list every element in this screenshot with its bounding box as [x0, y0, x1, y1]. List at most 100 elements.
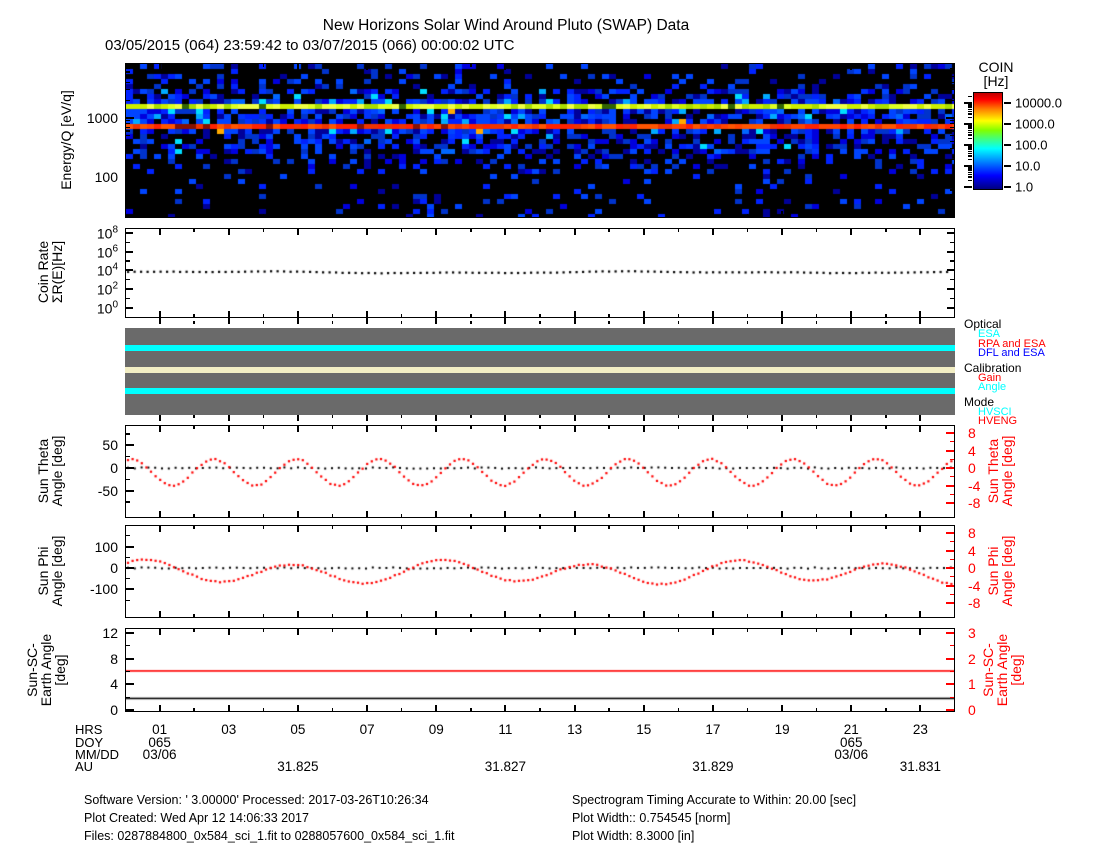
colorbar-gradient: [973, 92, 1003, 190]
axis-tick: [850, 705, 853, 711]
axis-tick: [885, 64, 887, 67]
y-tick-label: 0: [110, 460, 118, 476]
axis-tick: [366, 705, 369, 711]
axis-tick: [608, 415, 610, 418]
page-title: New Horizons Solar Wind Around Pluto (SW…: [322, 17, 690, 34]
axis-tick: [539, 426, 541, 429]
axis-tick: [400, 415, 403, 418]
axis-tick: [296, 64, 299, 70]
axis-tick: [296, 211, 299, 217]
axis-tick: [746, 614, 749, 617]
axis-tick: [331, 708, 334, 711]
axis-tick: [227, 64, 230, 70]
axis-tick: [950, 298, 954, 300]
axis-tick: [885, 314, 887, 317]
axis-tick: [262, 629, 265, 632]
axis-tick: [919, 229, 922, 235]
axis-tick: [366, 629, 369, 635]
axis-tick: [642, 415, 645, 421]
axis-tick: [126, 545, 134, 548]
hrs-tick-label: 19: [774, 722, 790, 737]
au-row-label: AU: [75, 759, 94, 774]
axis-tick: [126, 645, 130, 647]
axis-tick: [677, 314, 680, 317]
axis-tick: [126, 158, 130, 160]
y-tick-label: 12: [102, 624, 118, 641]
colorbar-tick-label: 1000.0: [1015, 116, 1055, 132]
axis-tick: [946, 432, 954, 434]
axis-tick: [296, 705, 299, 711]
axis-tick: [950, 99, 954, 101]
axis-tick: [919, 611, 922, 617]
axis-tick: [711, 611, 714, 617]
axis-tick: [815, 426, 818, 429]
axis-tick: [539, 514, 541, 517]
axis-tick: [968, 150, 972, 152]
axis-tick: [126, 148, 130, 150]
axis-tick: [504, 64, 507, 70]
axis-tick: [193, 321, 195, 324]
files-text: Files: 0287884800_0x584_sci_1.fit to 028…: [84, 829, 455, 843]
axis-tick: [677, 229, 680, 232]
axis-tick: [126, 456, 130, 458]
axis-tick: [126, 140, 130, 143]
axis-tick: [947, 231, 954, 234]
axis-tick: [781, 611, 784, 617]
axis-tick: [400, 214, 403, 217]
y-tick-label: 104: [96, 262, 118, 279]
axis-tick: [968, 149, 972, 151]
axis-tick: [126, 696, 130, 698]
axis-tick: [504, 705, 507, 711]
y-tick-label: 0: [968, 702, 976, 718]
axis-tick: [126, 269, 133, 272]
y-tick-label: 3: [968, 624, 976, 641]
axis-tick: [366, 64, 369, 70]
axis-tick: [968, 180, 972, 182]
axis-tick: [331, 321, 334, 324]
axis-tick: [946, 683, 954, 686]
axis-tick: [158, 611, 161, 617]
axis-tick: [435, 318, 438, 324]
status-stripe-calibration-active: [125, 366, 955, 373]
axis-tick: [850, 211, 853, 217]
timing-accuracy-text: Spectrogram Timing Accurate to Within: 2…: [572, 793, 857, 807]
axis-tick: [919, 629, 922, 635]
axis-tick: [919, 64, 922, 70]
doy-tick-label: 065: [839, 735, 863, 750]
axis-tick: [126, 631, 134, 634]
axis-tick: [331, 629, 334, 632]
au-tick-label: 31.831: [899, 759, 942, 774]
axis-tick: [400, 629, 403, 632]
axis-tick: [677, 415, 680, 418]
hrs-tick-label: 17: [705, 722, 721, 737]
axis-tick: [126, 535, 130, 537]
axis-tick: [642, 526, 645, 532]
y-tick-label: -8: [968, 595, 981, 611]
axis-tick: [608, 708, 610, 711]
axis-tick: [126, 260, 130, 262]
axis-tick: [435, 629, 438, 635]
sun-theta-right-axis-label: Sun Theta Angle [deg]: [985, 435, 1015, 507]
axis-tick: [158, 705, 161, 711]
axis-tick: [711, 426, 714, 432]
axis-tick: [642, 211, 645, 217]
colorbar-title: COIN: [978, 59, 1014, 75]
y-tick-label: 108: [96, 224, 118, 242]
axis-tick: [400, 526, 403, 529]
axis-tick: [968, 134, 972, 136]
y-tick-label: -4: [968, 477, 981, 494]
axis-tick: [746, 415, 749, 418]
axis-tick: [126, 683, 134, 686]
axis-tick: [573, 415, 576, 421]
axis-tick: [400, 426, 403, 429]
axis-tick: [435, 511, 438, 517]
y-tick-label: 1000: [86, 110, 118, 126]
axis-tick: [126, 307, 133, 309]
axis-tick: [950, 458, 954, 460]
axis-tick: [677, 214, 680, 217]
axis-tick: [193, 514, 195, 517]
axis-tick: [968, 131, 972, 133]
axis-tick: [435, 415, 438, 421]
axis-tick: [435, 611, 438, 617]
spectrogram-panel: [125, 63, 955, 218]
